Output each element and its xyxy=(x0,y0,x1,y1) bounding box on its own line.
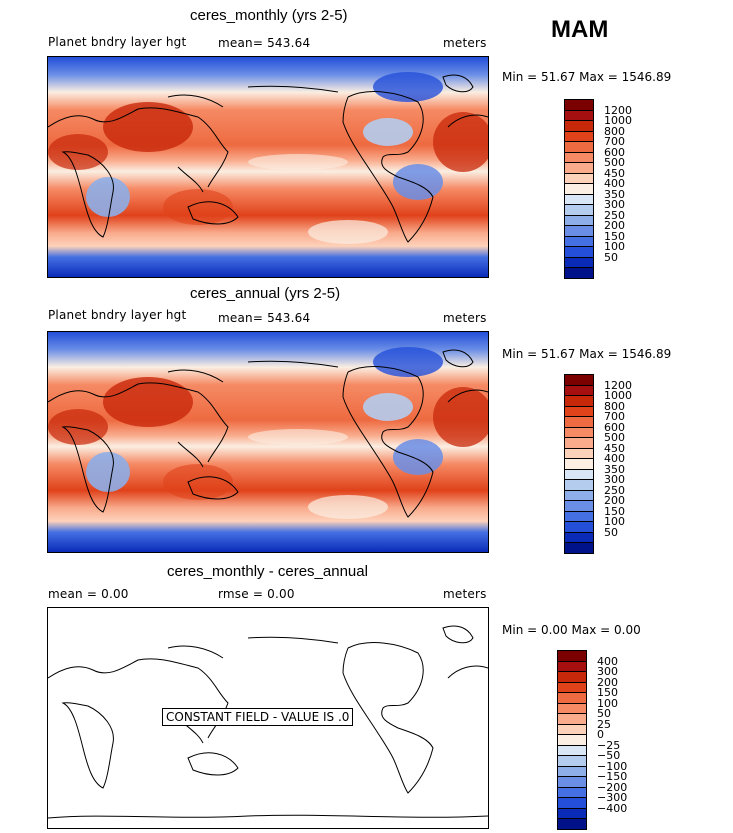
colorbar-1-label: 500 xyxy=(604,156,625,169)
season-label: MAM xyxy=(551,16,609,43)
colorbar-3-label: −400 xyxy=(597,801,628,815)
panel-3-map: CONSTANT FIELD - VALUE IS .0 xyxy=(47,607,489,829)
panel-3-units: meters xyxy=(443,587,487,601)
panel-1-mean: mean= 543.64 xyxy=(218,36,311,50)
panel-1-coastlines xyxy=(48,74,488,243)
colorbar-1-label: 350 xyxy=(604,187,625,201)
panel-1-title: ceres_monthly (yrs 2-5) xyxy=(190,7,348,24)
colorbar-2-label: 150 xyxy=(604,504,625,518)
colorbar-2-label: 600 xyxy=(604,420,625,434)
colorbar-1-label: 400 xyxy=(604,177,625,190)
panel-1-minmax: Min = 51.67 Max = 1546.89 xyxy=(502,70,672,84)
colorbar-3-label: −150 xyxy=(597,770,628,783)
colorbar-1-label: 100 xyxy=(604,240,625,253)
panel-3-coastlines xyxy=(48,625,488,819)
colorbar-3-label: 0 xyxy=(597,728,604,741)
panel-1-field-patches xyxy=(48,72,488,244)
panel-1-variable: Planet bndry layer hgt xyxy=(48,35,187,49)
colorbar-3-label: 50 xyxy=(597,707,611,720)
colorbar-1-label: 800 xyxy=(604,124,625,138)
panel-3-minmax: Min = 0.00 Max = 0.00 xyxy=(502,623,641,637)
colorbar-2-label: 250 xyxy=(604,483,625,497)
colorbar-3-label: −300 xyxy=(597,791,628,804)
colorbar-3-label: 400 xyxy=(597,654,618,668)
colorbar-1-label: 700 xyxy=(604,135,625,148)
colorbar-1-label: 150 xyxy=(604,229,625,243)
panel-3-mean: mean = 0.00 xyxy=(48,587,129,601)
colorbar-3-label: 100 xyxy=(597,696,618,710)
panel-2-title: ceres_annual (yrs 2-5) xyxy=(190,285,341,302)
colorbar-1-label: 600 xyxy=(604,145,625,159)
colorbar-1-label: 300 xyxy=(604,198,625,211)
colorbar-3-label: −100 xyxy=(597,759,628,773)
colorbar-2-label: 100 xyxy=(604,515,625,528)
colorbar-2-label: 50 xyxy=(604,525,618,539)
colorbar-3-label: 25 xyxy=(597,717,611,731)
colorbar-1-swatch xyxy=(564,267,594,279)
colorbar-2-label: 1000 xyxy=(604,389,632,402)
colorbar-2-label: 450 xyxy=(604,441,625,455)
colorbar-3-label: 150 xyxy=(597,686,618,699)
panel-1-units: meters xyxy=(443,36,487,50)
panel-1-map xyxy=(47,56,489,278)
panel-2-map-canvas xyxy=(48,332,488,552)
panel-2-units: meters xyxy=(443,311,487,325)
colorbar-1-label: 50 xyxy=(604,250,618,264)
colorbar-3-label: 300 xyxy=(597,665,618,678)
panel-2-coastlines xyxy=(48,349,488,518)
panel-2-mean: mean= 543.64 xyxy=(218,311,311,325)
colorbar-1-label: 1200 xyxy=(604,103,632,117)
colorbar-2-label: 500 xyxy=(604,431,625,444)
panel-2-field-patches xyxy=(48,347,488,519)
panel-3-rmse: rmse = 0.00 xyxy=(218,587,295,601)
panel-3-colorbar: 400 300 200 150 100 50 25 0 −25 −50 −100 −150 −200 −3… xyxy=(557,650,677,830)
panel-2-colorbar: 1200 1000 800 700 600 500 450 400 350 300 250 200 15… xyxy=(564,374,684,554)
colorbar-2-label: 700 xyxy=(604,410,625,423)
panel-1-map-canvas xyxy=(48,57,488,277)
colorbar-3-swatch xyxy=(557,818,587,830)
colorbar-1-label: 450 xyxy=(604,166,625,180)
colorbar-1-label: 1000 xyxy=(604,114,632,127)
colorbar-3-label: 200 xyxy=(597,675,618,689)
constant-field-label: CONSTANT FIELD - VALUE IS .0 xyxy=(162,708,354,726)
panel-2-variable: Planet bndry layer hgt xyxy=(48,308,187,322)
colorbar-2-label: 1200 xyxy=(604,378,632,392)
colorbar-3-label: −50 xyxy=(597,749,621,762)
panel-1-colorbar: 1200 1000 800 700 600 500 450 400 350 300 250 200 15… xyxy=(564,99,684,279)
panel-3-title: ceres_monthly - ceres_annual xyxy=(167,563,368,580)
panel-2-map xyxy=(47,331,489,553)
colorbar-2-label: 400 xyxy=(604,452,625,465)
colorbar-2-label: 350 xyxy=(604,462,625,476)
colorbar-2-label: 200 xyxy=(604,494,625,507)
colorbar-1-label: 200 xyxy=(604,219,625,232)
colorbar-2-label: 300 xyxy=(604,473,625,486)
colorbar-1-label: 250 xyxy=(604,208,625,222)
panel-2-minmax: Min = 51.67 Max = 1546.89 xyxy=(502,347,672,361)
colorbar-2-swatch xyxy=(564,542,594,554)
colorbar-3-label: −200 xyxy=(597,780,628,794)
colorbar-2-label: 800 xyxy=(604,399,625,413)
colorbar-3-label: −25 xyxy=(597,738,621,752)
